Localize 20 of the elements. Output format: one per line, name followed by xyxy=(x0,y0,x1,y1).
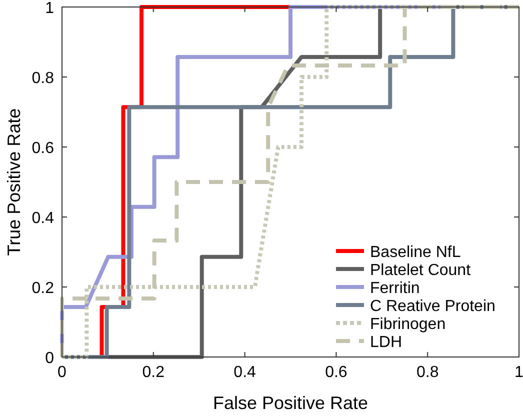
y-tick-label: 0 xyxy=(45,350,54,367)
x-axis-title: False Positive Rate xyxy=(212,393,368,413)
y-tick-label: 1 xyxy=(45,0,54,17)
y-tick-label: 0.6 xyxy=(32,140,54,157)
x-tick-label: 1 xyxy=(514,364,523,381)
y-tick-label: 0.4 xyxy=(32,210,54,227)
legend-label: Platelet Count xyxy=(370,262,472,279)
x-tick-label: 0.2 xyxy=(142,364,165,381)
x-tick-label: 0 xyxy=(58,364,67,381)
x-tick-label: 0.4 xyxy=(234,364,256,381)
x-tick-label: 0.8 xyxy=(416,364,439,381)
legend-label: C Reative Protein xyxy=(370,298,496,315)
legend-label: LDH xyxy=(370,334,402,351)
legend-label: Baseline NfL xyxy=(370,244,461,261)
legend-label: Fibrinogen xyxy=(370,316,446,333)
y-tick-label: 0.2 xyxy=(32,280,54,297)
x-tick-label: 0.6 xyxy=(325,364,348,381)
y-tick-label: 0.8 xyxy=(32,70,54,87)
y-axis-title: True Positive Rate xyxy=(4,108,24,256)
legend-label: Ferritin xyxy=(370,280,420,297)
